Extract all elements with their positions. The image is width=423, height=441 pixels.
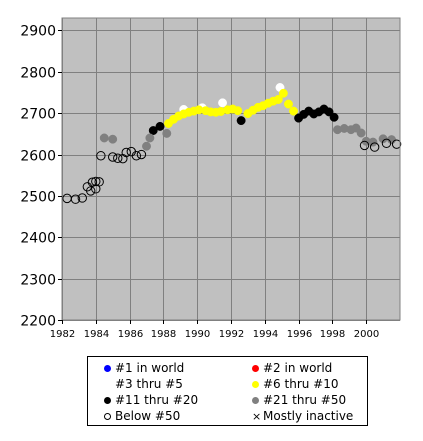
data-point xyxy=(329,112,339,122)
legend-marker-icon xyxy=(104,396,111,404)
legend-label: #21 thru #50 xyxy=(263,393,347,407)
data-point xyxy=(113,153,123,163)
legend-label: #6 thru #10 xyxy=(263,377,339,391)
data-points xyxy=(62,83,402,204)
data-point xyxy=(391,139,402,149)
legend-label: Mostly inactive xyxy=(263,409,354,423)
data-point xyxy=(108,152,118,162)
data-point xyxy=(77,193,87,203)
data-point xyxy=(91,176,101,187)
data-point xyxy=(96,151,106,161)
data-point xyxy=(148,126,158,135)
legend-item: #2 in world xyxy=(252,360,332,376)
y-tick-label: 2900 xyxy=(20,24,56,40)
data-point xyxy=(289,106,298,116)
y-tick-label: 2300 xyxy=(20,273,56,289)
legend-marker-icon xyxy=(104,380,111,388)
data-point xyxy=(131,151,142,161)
x-tick-label: 1992 xyxy=(219,329,244,340)
legend-item: #1 in world xyxy=(104,360,184,376)
legend-item: #6 thru #10 xyxy=(252,376,339,392)
legend-marker-icon: × xyxy=(252,409,262,423)
y-tick-label: 2200 xyxy=(20,314,56,330)
legend-marker-icon xyxy=(104,412,111,420)
data-point xyxy=(233,106,243,116)
y-tick-label: 2400 xyxy=(20,231,56,247)
legend-label: Below #50 xyxy=(115,409,181,423)
data-point xyxy=(99,133,109,143)
x-tick-label: 1984 xyxy=(84,329,109,340)
data-point xyxy=(94,177,104,187)
legend-label: #1 in world xyxy=(115,361,185,375)
legend-label: #3 thru #5 xyxy=(115,377,183,391)
y-tick-label: 2500 xyxy=(20,190,56,206)
legend-label: #11 thru #20 xyxy=(115,393,199,407)
legend-label: #2 in world xyxy=(263,361,333,375)
y-tick-label: 2600 xyxy=(20,149,56,165)
data-point xyxy=(278,88,288,98)
legend-item: #11 thru #20 xyxy=(104,392,198,408)
legend-marker-icon xyxy=(252,380,259,388)
data-point xyxy=(369,142,380,152)
x-tick-label: 1986 xyxy=(118,329,143,340)
x-tick-label: 1988 xyxy=(151,329,176,340)
data-point xyxy=(162,128,172,138)
data-point xyxy=(273,95,283,104)
data-point xyxy=(218,98,228,108)
data-point xyxy=(359,140,370,151)
data-point xyxy=(155,121,165,131)
tick-labels: 1982 1984 1986 1988 1990 1992 1994 1996 1998 2000… xyxy=(20,24,379,341)
data-point xyxy=(70,194,81,204)
legend-item: #3 thru #5 xyxy=(104,376,183,392)
data-point xyxy=(136,149,147,160)
x-tick-label: 1994 xyxy=(253,329,278,340)
data-point xyxy=(381,138,392,149)
data-point xyxy=(86,186,96,196)
legend: #1 in world #2 in world #3 thru #5 #6 thru … xyxy=(87,356,368,426)
data-point xyxy=(236,116,246,126)
data-point xyxy=(142,141,151,151)
data-point xyxy=(145,133,155,143)
x-tick-label: 1990 xyxy=(185,329,210,340)
data-point xyxy=(356,128,366,138)
x-tick-label: 2000 xyxy=(354,329,379,340)
legend-item: #21 thru #50 xyxy=(252,392,346,408)
x-tick-label: 1982 xyxy=(50,329,75,340)
legend-item: Below #50 xyxy=(104,408,180,424)
x-tick-label: 1998 xyxy=(320,329,345,340)
legend-marker-icon xyxy=(252,396,259,404)
data-point xyxy=(108,134,118,144)
data-point xyxy=(121,147,131,158)
data-point xyxy=(368,137,378,147)
legend-item: × Mostly inactive xyxy=(252,408,353,424)
y-tick-label: 2800 xyxy=(20,66,56,82)
y-tick-label: 2700 xyxy=(20,107,56,123)
x-tick-label: 1996 xyxy=(287,329,312,340)
legend-marker-icon xyxy=(104,364,111,372)
legend-marker-icon xyxy=(252,364,259,372)
data-point xyxy=(284,99,293,109)
